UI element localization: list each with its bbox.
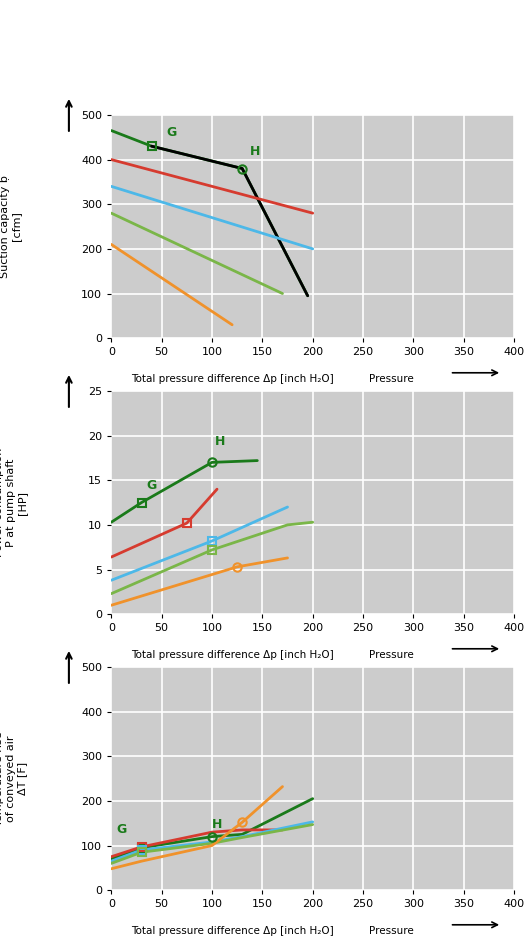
Text: Pressure: Pressure [369,926,413,936]
Text: Total pressure difference Δp [inch H₂O]: Total pressure difference Δp [inch H₂O] [131,926,333,936]
Text: Total pressure difference Δp [inch H₂O]: Total pressure difference Δp [inch H₂O] [131,374,333,384]
Text: H: H [250,145,261,158]
Text: Suction capacity ḅ
[cfm]: Suction capacity ḅ [cfm] [0,175,21,278]
Text: G: G [146,479,157,492]
Text: Total pressure difference Δp [inch H₂O]: Total pressure difference Δp [inch H₂O] [131,650,333,660]
Text: H: H [212,818,223,831]
Text: Power consumption
P at pump shaft
[HP]: Power consumption P at pump shaft [HP] [0,447,27,558]
Text: Pressure: Pressure [369,650,413,660]
Text: G: G [117,823,127,836]
Text: Pressure: Pressure [369,374,413,384]
Text: Temperature rise
of conveyed air
ΔT [F]: Temperature rise of conveyed air ΔT [F] [0,731,27,826]
Text: G: G [166,126,177,138]
Text: H: H [215,434,225,447]
